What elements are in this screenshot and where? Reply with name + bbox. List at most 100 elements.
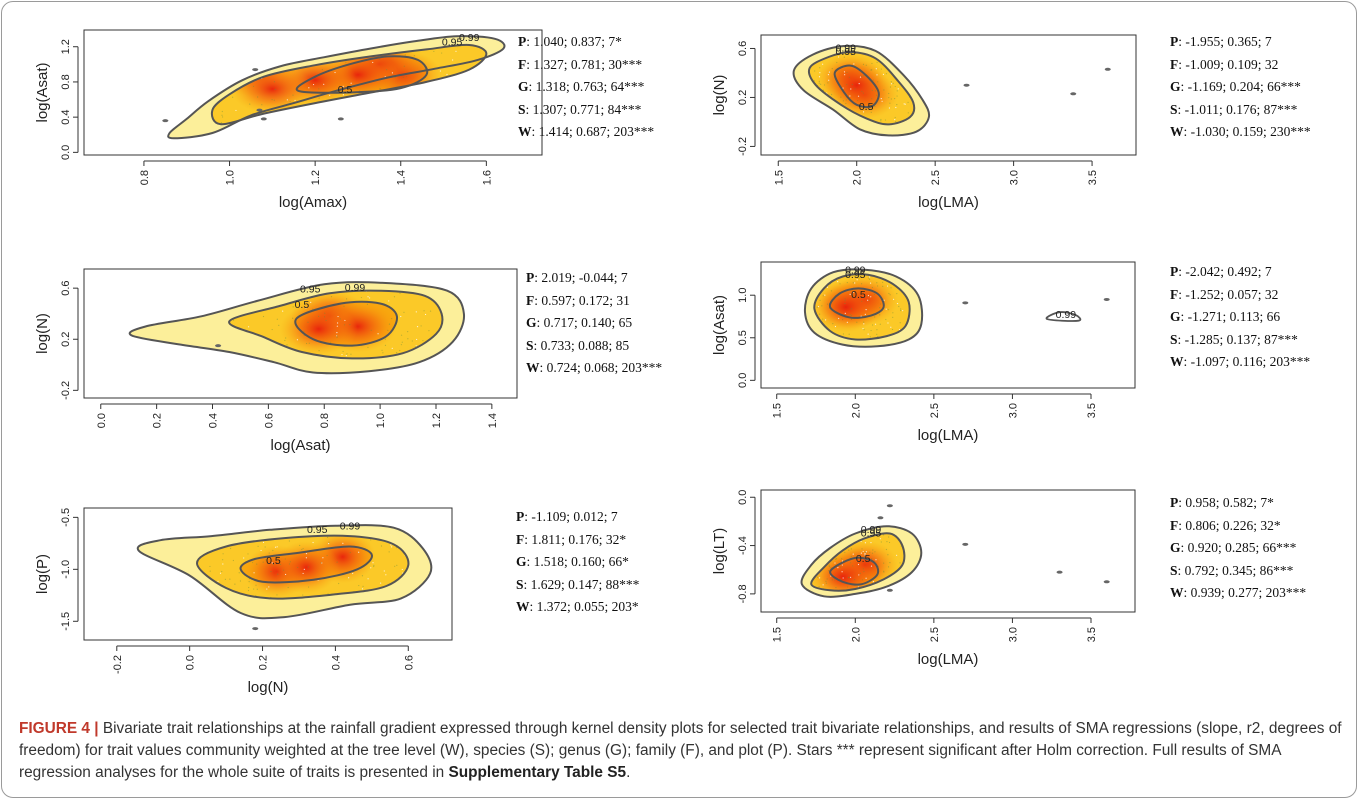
obs-point — [842, 100, 844, 102]
obs-point — [264, 546, 266, 548]
obs-point — [221, 110, 223, 113]
obs-point — [459, 112, 462, 114]
obs-point — [877, 81, 879, 83]
contour-line — [813, 273, 911, 341]
obs-point — [813, 80, 815, 82]
y-axis-label: log(LT) — [711, 528, 728, 574]
obs-point — [828, 564, 830, 566]
y-tick-label: 0.6 — [60, 281, 72, 296]
obs-point — [876, 74, 878, 76]
sma-level-key: G — [1170, 540, 1181, 555]
sma-line-f: F: -1.009; 0.109; 32 — [1170, 57, 1311, 80]
obs-point — [257, 545, 259, 547]
obs-point — [265, 559, 267, 561]
sma-line-w: W: 1.414; 0.687; 203*** — [518, 124, 654, 147]
sma-line-f: F: 0.597; 0.172; 31 — [526, 293, 662, 316]
contour-line — [807, 51, 916, 126]
obs-point — [888, 541, 891, 544]
obs-point — [842, 318, 844, 321]
sma-level-key: W — [1170, 124, 1184, 139]
obs-point — [234, 70, 237, 72]
obs-point — [889, 86, 892, 88]
x-tick-label: 1.4 — [396, 170, 408, 185]
obs-point — [440, 94, 443, 96]
sma-line-g: G: -1.271; 0.113; 66 — [1170, 309, 1310, 332]
obs-point — [896, 95, 898, 97]
obs-point — [327, 108, 329, 111]
obs-point — [892, 82, 894, 84]
obs-point — [385, 574, 387, 576]
x-tick-label: 1.5 — [772, 627, 784, 642]
obs-point — [861, 548, 863, 550]
obs-point — [815, 555, 817, 557]
obs-point — [817, 549, 819, 552]
x-tick-label: 1.0 — [225, 170, 237, 185]
x-tick-label: 2.0 — [850, 403, 862, 418]
obs-point — [370, 567, 372, 569]
sma-level-key: G — [526, 315, 537, 330]
obs-point — [907, 101, 909, 103]
obs-point — [346, 353, 348, 355]
x-tick-label: 3.5 — [1086, 627, 1098, 642]
obs-point — [336, 335, 338, 337]
obs-point — [321, 69, 323, 71]
obs-point — [870, 542, 872, 544]
obs-point — [362, 585, 364, 587]
obs-point — [288, 563, 291, 565]
obs-point — [834, 579, 836, 581]
obs-point — [889, 562, 891, 564]
obs-point — [235, 290, 237, 292]
obs-point — [871, 286, 873, 289]
obs-point — [885, 73, 888, 75]
obs-point — [848, 76, 851, 78]
obs-point — [818, 586, 820, 588]
obs-point — [876, 333, 878, 335]
obs-point — [898, 305, 900, 308]
obs-point — [362, 96, 364, 98]
x-tick-label: 1.2 — [310, 170, 322, 185]
contour-line — [136, 524, 433, 620]
sma-level-key: F — [1170, 517, 1179, 533]
obs-point — [887, 322, 889, 324]
sma-line-p: P: -1.109; 0.012; 7 — [516, 509, 639, 532]
outlier-point — [1104, 67, 1111, 71]
obs-point — [305, 552, 308, 555]
obs-point — [889, 294, 891, 296]
obs-point — [871, 89, 873, 92]
obs-point — [865, 64, 867, 66]
obs-point — [301, 54, 303, 56]
obs-point — [828, 79, 830, 81]
obs-point — [844, 300, 846, 302]
sma-line-p: P: -2.042; 0.492; 7 — [1170, 264, 1310, 287]
sma-values: : 2.019; -0.044; 7 — [534, 270, 628, 285]
obs-point — [817, 305, 820, 308]
obs-point — [271, 51, 273, 53]
obs-point — [382, 105, 384, 107]
obs-point — [370, 329, 372, 331]
obs-point — [379, 58, 381, 60]
obs-point — [310, 301, 312, 303]
x-tick-label: 1.5 — [773, 170, 785, 185]
density-hotspot — [814, 281, 880, 333]
obs-point — [890, 326, 892, 328]
contour-label: 0.5 — [266, 555, 281, 567]
outlier-point — [252, 68, 259, 72]
x-tick-label: 2.0 — [850, 627, 862, 642]
obs-point — [403, 311, 405, 313]
obs-point — [899, 562, 901, 564]
contour-label: 0.95 — [836, 46, 857, 58]
obs-point — [880, 303, 882, 305]
obs-point — [336, 335, 338, 337]
obs-point — [328, 541, 330, 543]
obs-point — [261, 104, 263, 106]
obs-point — [849, 293, 851, 295]
obs-point — [869, 276, 871, 278]
obs-point — [322, 557, 324, 559]
obs-point — [869, 282, 872, 284]
obs-point — [425, 113, 427, 115]
obs-point — [892, 298, 895, 300]
obs-point — [255, 584, 257, 586]
obs-point — [274, 546, 277, 548]
obs-point — [347, 49, 349, 51]
